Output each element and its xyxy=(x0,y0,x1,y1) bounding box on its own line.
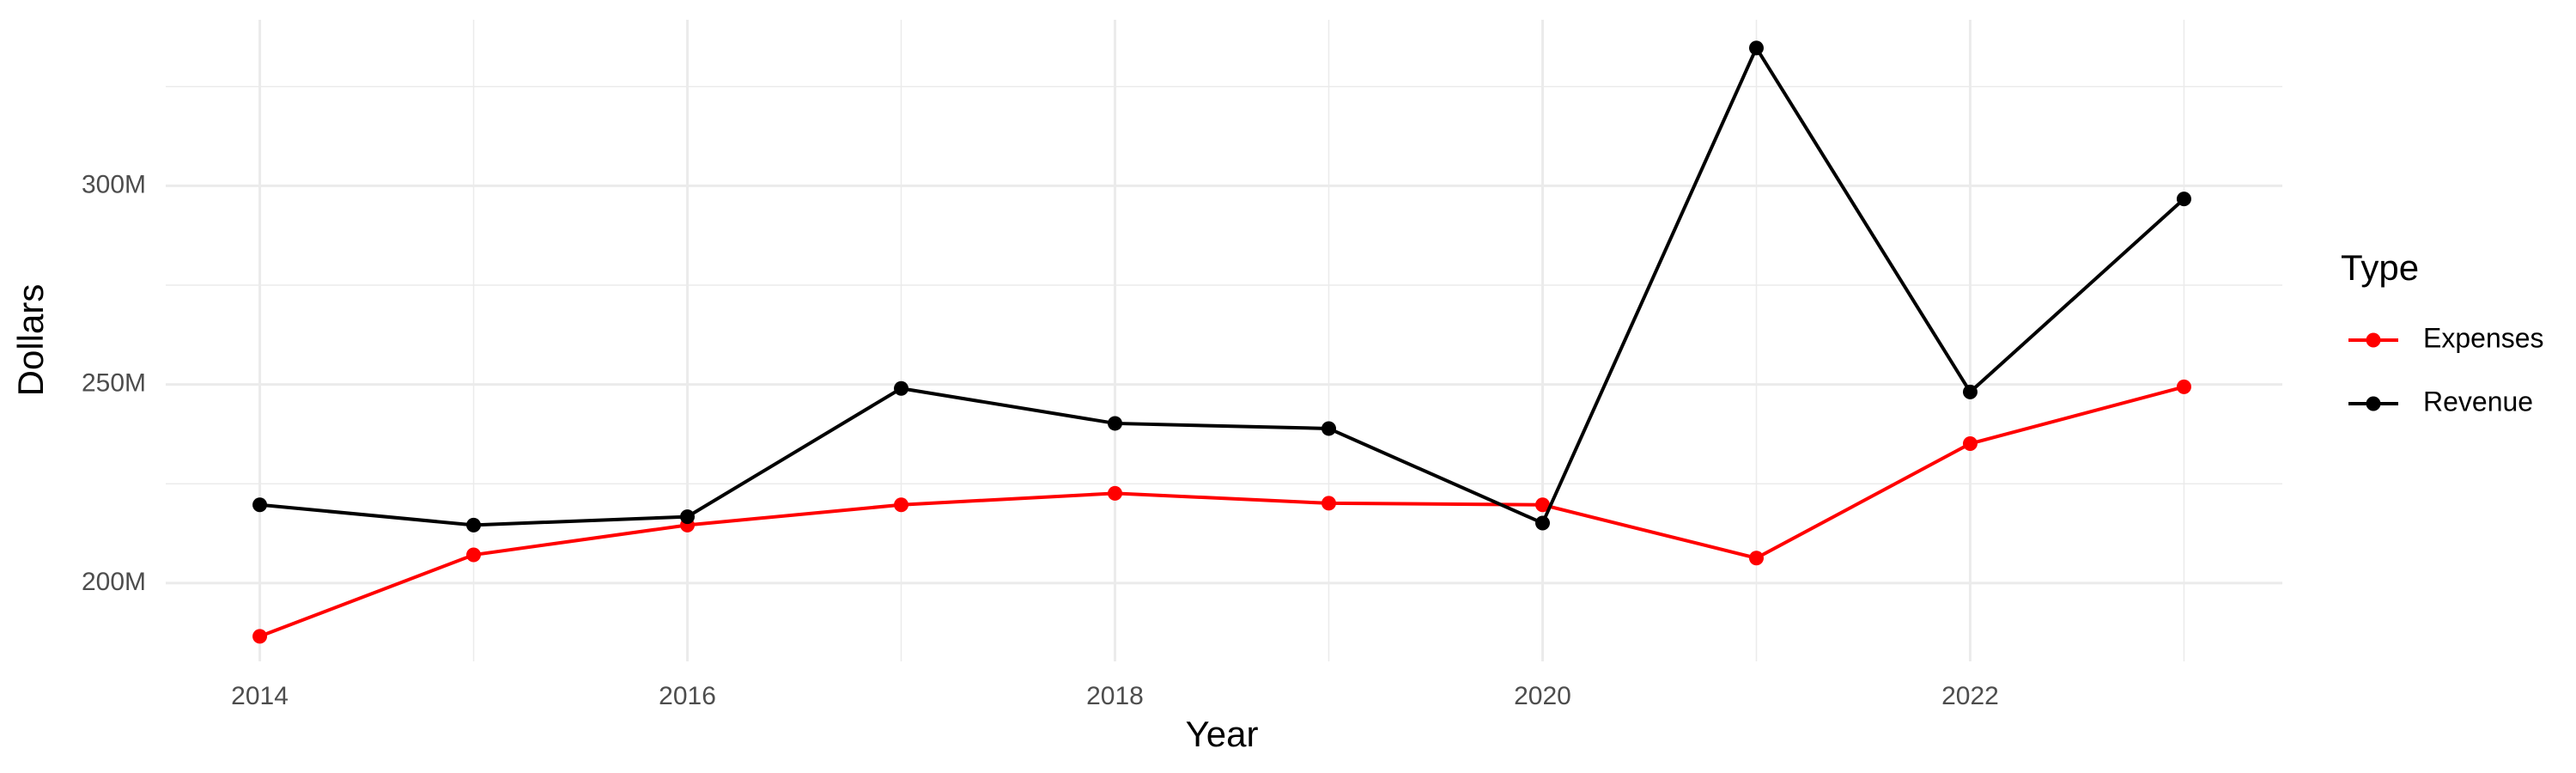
data-point xyxy=(1748,551,1764,566)
data-point xyxy=(466,547,482,563)
x-axis-title: Year xyxy=(1186,714,1259,754)
data-point xyxy=(1321,421,1337,436)
data-point xyxy=(2176,192,2191,207)
data-point xyxy=(894,380,909,396)
legend-label: Revenue xyxy=(2423,386,2533,417)
data-point xyxy=(1108,416,1123,431)
legend-key-point xyxy=(2366,396,2381,411)
legend-title: Type xyxy=(2341,247,2419,288)
data-point xyxy=(252,629,268,644)
data-point xyxy=(1534,515,1550,531)
y-tick-label: 300M xyxy=(82,170,146,198)
data-point xyxy=(1962,436,1978,452)
x-tick-label: 2020 xyxy=(1514,682,1571,710)
x-tick-label: 2018 xyxy=(1086,682,1144,710)
legend-key-point xyxy=(2366,332,2381,348)
x-tick-label: 2022 xyxy=(1941,682,1999,710)
data-point xyxy=(1321,496,1337,511)
y-tick-label: 250M xyxy=(82,369,146,398)
data-point xyxy=(1534,497,1550,513)
x-tick-label: 2014 xyxy=(231,682,289,710)
y-tick-label: 200M xyxy=(82,568,146,596)
series-line xyxy=(259,44,2185,527)
data-point xyxy=(1962,384,1978,399)
legend-label: Expenses xyxy=(2423,322,2544,353)
data-point xyxy=(466,517,482,533)
y-axis-title: Dollars xyxy=(10,284,51,397)
data-point xyxy=(894,497,909,513)
data-point xyxy=(2176,379,2191,394)
x-tick-label: 2016 xyxy=(659,682,716,710)
data-point xyxy=(1108,485,1123,501)
data-point xyxy=(680,509,696,525)
series-line xyxy=(258,385,2184,638)
data-point xyxy=(1748,40,1764,56)
data-point xyxy=(252,497,268,513)
